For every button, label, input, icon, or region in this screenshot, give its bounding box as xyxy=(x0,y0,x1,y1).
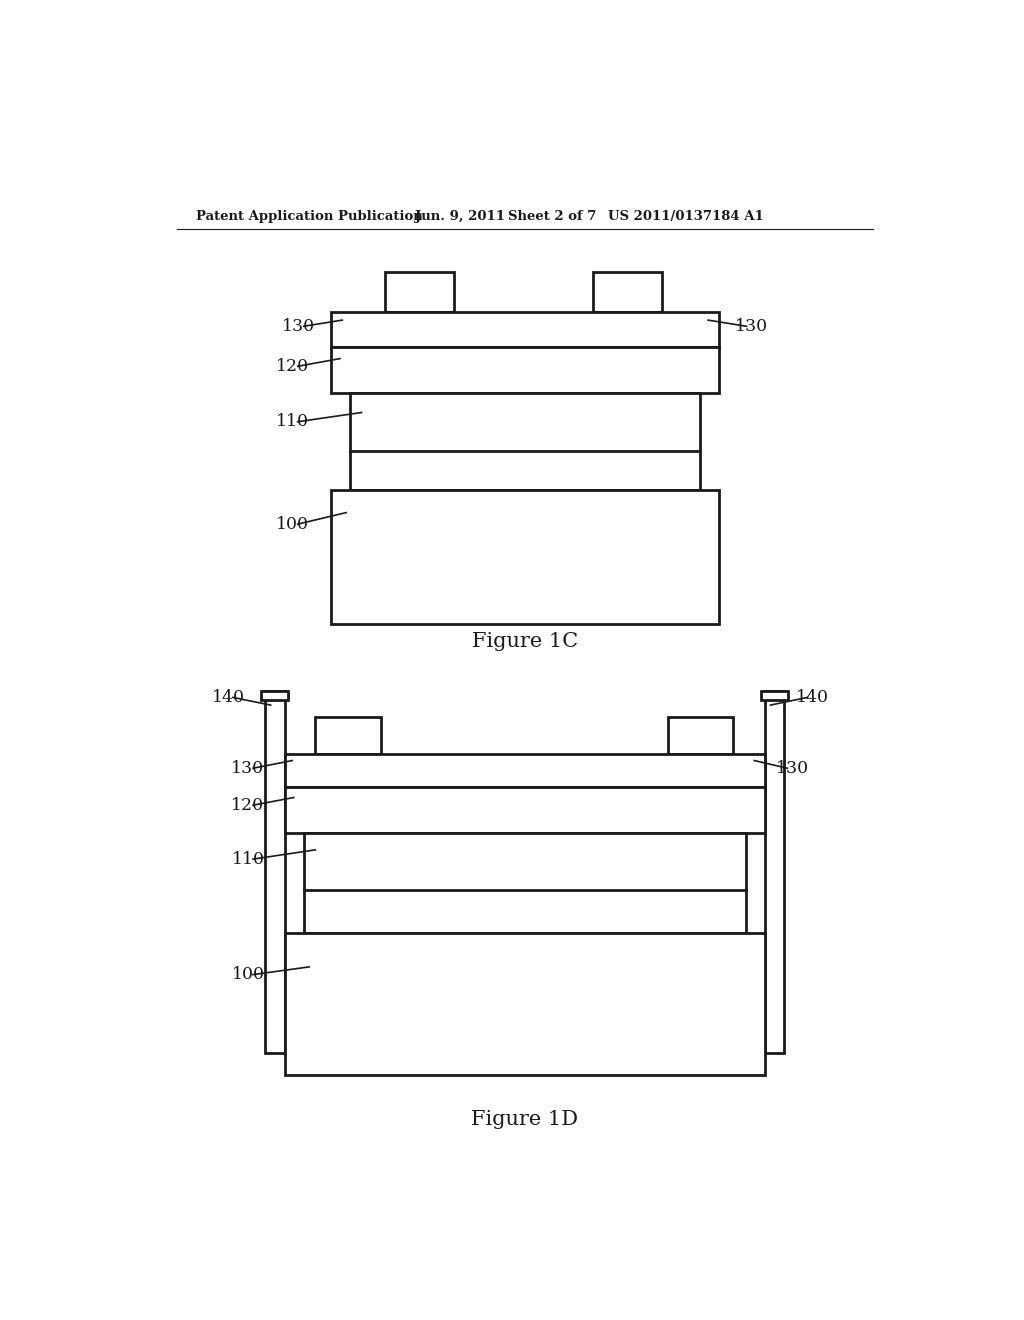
Bar xyxy=(761,692,788,701)
Text: Patent Application Publication: Patent Application Publication xyxy=(196,210,423,223)
Bar xyxy=(668,718,733,755)
Text: 140: 140 xyxy=(212,689,245,706)
Bar xyxy=(350,393,699,490)
Text: 120: 120 xyxy=(231,797,264,813)
Text: Sheet 2 of 7: Sheet 2 of 7 xyxy=(508,210,596,223)
Text: 120: 120 xyxy=(276,358,309,375)
Text: 110: 110 xyxy=(231,850,264,867)
Text: 130: 130 xyxy=(283,318,315,335)
Text: 130: 130 xyxy=(231,760,264,776)
Text: 100: 100 xyxy=(276,516,309,533)
Bar xyxy=(331,313,719,347)
Bar xyxy=(593,272,662,313)
Text: Figure 1D: Figure 1D xyxy=(471,1110,579,1129)
Bar xyxy=(304,833,745,933)
Bar xyxy=(285,933,765,1076)
Text: 130: 130 xyxy=(776,760,809,776)
Bar xyxy=(285,787,765,833)
Text: Figure 1C: Figure 1C xyxy=(472,632,578,652)
Text: 130: 130 xyxy=(735,318,768,335)
Text: US 2011/0137184 A1: US 2011/0137184 A1 xyxy=(608,210,764,223)
Text: 140: 140 xyxy=(796,689,828,706)
Bar xyxy=(315,718,381,755)
Text: 100: 100 xyxy=(231,966,264,983)
Text: Jun. 9, 2011: Jun. 9, 2011 xyxy=(416,210,506,223)
Bar xyxy=(765,692,784,1053)
Bar xyxy=(331,490,719,624)
Bar xyxy=(261,692,289,701)
Text: 110: 110 xyxy=(276,413,309,430)
Bar xyxy=(385,272,454,313)
Bar xyxy=(331,347,719,393)
Bar xyxy=(285,755,765,787)
Bar xyxy=(265,692,285,1053)
